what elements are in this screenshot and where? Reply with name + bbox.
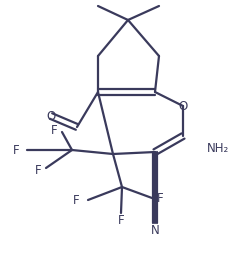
Text: F: F (12, 144, 19, 156)
Text: NH₂: NH₂ (207, 142, 229, 156)
Text: F: F (118, 215, 124, 227)
Text: F: F (74, 193, 80, 207)
Text: F: F (34, 164, 41, 176)
Text: O: O (178, 99, 188, 113)
Text: O: O (46, 110, 56, 122)
Text: F: F (50, 124, 57, 136)
Text: F: F (157, 192, 164, 204)
Text: N: N (150, 224, 160, 238)
